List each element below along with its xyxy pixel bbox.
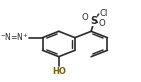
Text: S: S <box>90 16 97 26</box>
Text: O: O <box>82 13 88 22</box>
Text: $^{-}$N=N$^{+}$: $^{-}$N=N$^{+}$ <box>0 31 29 43</box>
Text: HO: HO <box>52 67 66 76</box>
Text: O: O <box>98 19 105 28</box>
Text: Cl: Cl <box>99 9 108 18</box>
